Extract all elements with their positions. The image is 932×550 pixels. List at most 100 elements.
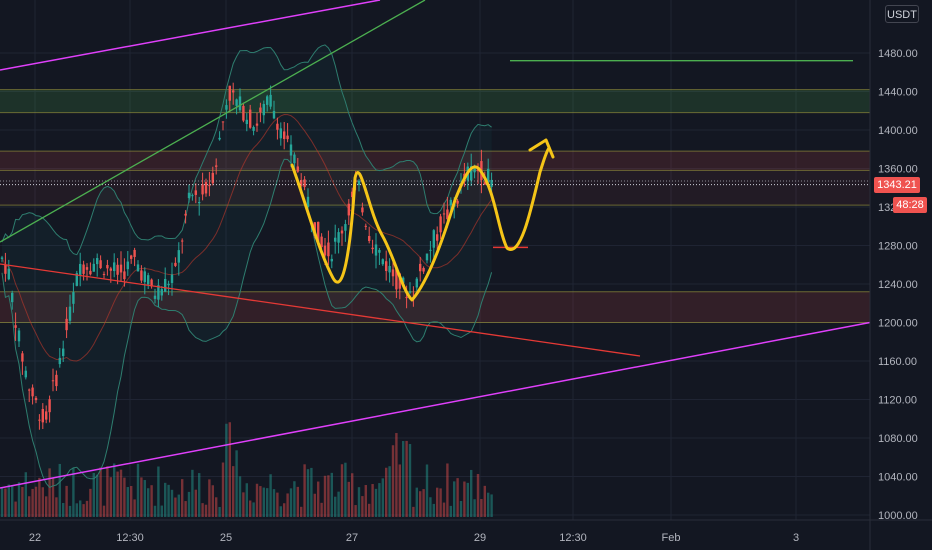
volume-bar <box>48 468 51 517</box>
volume-bar <box>266 488 269 517</box>
volume-bar <box>283 503 286 517</box>
middle-band <box>1 113 493 362</box>
volume-bar <box>28 496 31 517</box>
volume-bar <box>456 478 459 517</box>
volume-bar <box>204 504 208 517</box>
rising-trend-line[interactable] <box>0 0 426 243</box>
candle-body <box>371 247 374 250</box>
time-tick-label[interactable]: 3 <box>793 532 799 544</box>
time-tick-label[interactable]: 29 <box>474 532 486 544</box>
volume-bar <box>357 487 361 517</box>
time-tick-label[interactable]: 25 <box>220 532 232 544</box>
volume-bar <box>58 463 61 517</box>
currency-badge[interactable]: USDT <box>885 5 919 23</box>
candle-body <box>170 274 174 283</box>
price-tick-label[interactable]: 1360.00 <box>878 164 918 176</box>
volume-bar <box>228 422 231 517</box>
candle-body <box>306 196 310 208</box>
time-tick-label[interactable]: Feb <box>662 532 681 544</box>
candle-body <box>422 267 425 272</box>
time-axis[interactable]: 22 12:30 25 27 29 12:30 Feb 3 <box>0 519 932 544</box>
volume-bar <box>79 500 82 517</box>
volume-bar <box>123 477 126 517</box>
candle-body <box>429 249 432 251</box>
volume-bar <box>296 486 299 517</box>
candle-body <box>289 144 293 156</box>
price-tick-label[interactable]: 1240.00 <box>878 279 918 291</box>
w-pattern-drawing[interactable] <box>290 146 551 302</box>
volume-bar <box>164 482 167 517</box>
volume-bar <box>201 503 204 517</box>
candle-body <box>483 182 486 185</box>
candle-body <box>82 264 85 274</box>
volume-bar <box>310 467 313 517</box>
candle-body <box>55 374 58 387</box>
price-tick-label[interactable]: 1160.00 <box>878 356 917 368</box>
volume-bar <box>439 488 442 517</box>
price-tick-label[interactable]: 1400.00 <box>878 125 918 137</box>
volume-bar <box>453 481 456 517</box>
price-tick-label[interactable]: 1080.00 <box>878 433 918 445</box>
volume-bar <box>337 491 340 517</box>
hand-drawing[interactable] <box>290 138 555 302</box>
volume-bar <box>147 488 150 517</box>
volume-bar <box>249 500 252 517</box>
time-tick-label[interactable]: 22 <box>29 532 41 544</box>
volume-bar <box>419 491 422 517</box>
candle-body <box>62 348 65 357</box>
volume-bar <box>130 485 133 517</box>
price-tick-label[interactable]: 1200.00 <box>878 318 918 330</box>
volume-bar <box>463 481 466 517</box>
candle-body <box>109 268 112 271</box>
price-tick-label[interactable]: 1040.00 <box>878 472 918 484</box>
candle-body <box>11 292 14 303</box>
candle-body <box>85 267 89 270</box>
volume-bar <box>255 483 259 517</box>
volume-bar <box>391 445 395 517</box>
volume-bar <box>351 473 354 517</box>
volume-bar <box>412 506 415 517</box>
candle-body <box>266 96 269 105</box>
candle-body <box>68 306 72 321</box>
candle-body <box>442 213 446 215</box>
time-tick-label[interactable]: 12:30 <box>116 532 144 544</box>
candle-body <box>147 275 150 285</box>
candle-body <box>296 166 299 172</box>
lower-channel-line[interactable] <box>0 321 871 489</box>
candle-body <box>126 261 129 270</box>
candle-body <box>473 168 476 173</box>
candle-body <box>34 397 38 401</box>
falling-trend-line[interactable] <box>0 263 641 357</box>
time-tick-label[interactable]: 27 <box>346 532 358 544</box>
candle-body <box>130 255 133 259</box>
time-tick-label[interactable]: 12:30 <box>559 532 587 544</box>
volume-bar <box>388 466 391 517</box>
candle-body <box>225 105 228 110</box>
volume-bar <box>14 501 17 517</box>
candle-body <box>436 234 439 241</box>
arrow-head-drawing[interactable] <box>528 138 555 159</box>
trend-lines[interactable] <box>0 0 871 489</box>
candle-body <box>14 325 17 328</box>
candle-body <box>245 119 248 125</box>
price-tick-label[interactable]: 1280.00 <box>878 241 918 253</box>
upper-channel-line[interactable] <box>0 0 381 71</box>
volume-bar <box>368 503 371 517</box>
candle-body <box>58 357 61 365</box>
price-axis[interactable]: 1480.001440.001400.001360.001320.001280.… <box>869 0 918 550</box>
volume-bar <box>483 485 486 517</box>
volume-bar <box>354 505 357 517</box>
volume-bar <box>99 467 102 517</box>
volume-bar <box>215 497 218 517</box>
price-tick-label[interactable]: 1120.00 <box>878 395 917 407</box>
current-price-label: 1343.21 <box>877 179 917 191</box>
volume-bar <box>317 481 320 517</box>
volume-bar <box>473 499 476 517</box>
volume-bar <box>344 462 347 517</box>
price-tick-label[interactable]: 1480.00 <box>878 48 918 60</box>
price-tick-label[interactable]: 1000.00 <box>878 510 918 522</box>
lower-band <box>1 158 493 489</box>
price-tick-label[interactable]: 1440.00 <box>878 87 918 99</box>
